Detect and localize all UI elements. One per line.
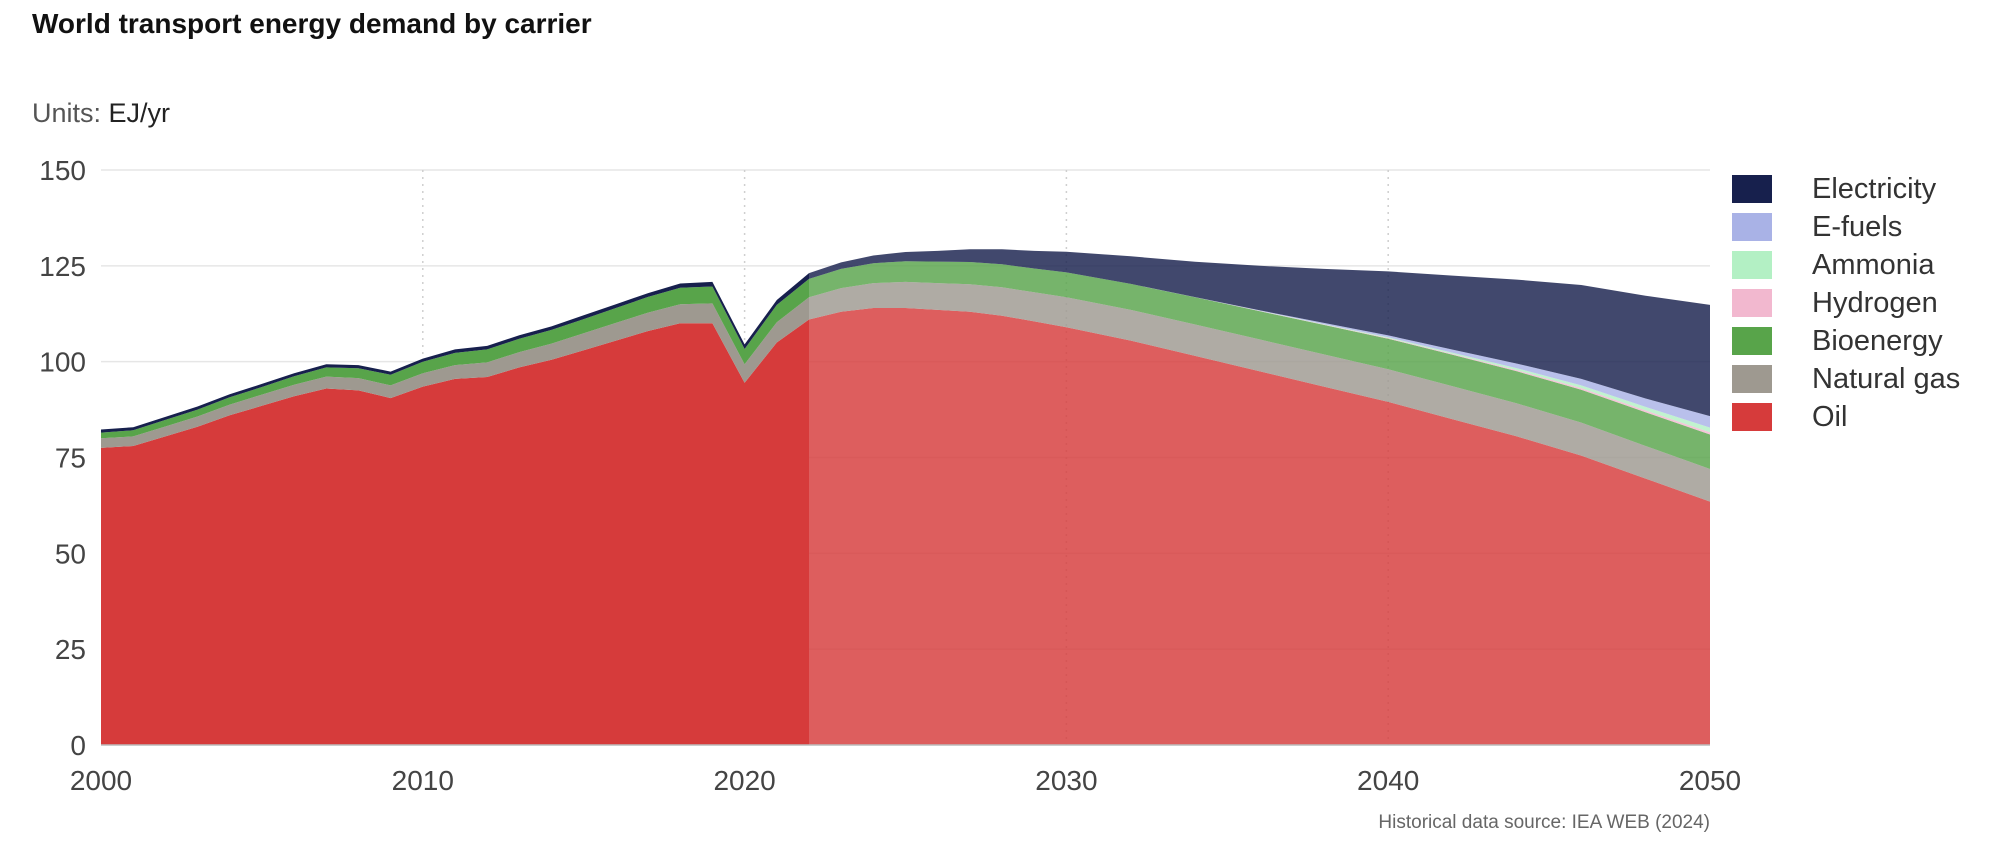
legend-item-natural-gas: Natural gas: [1732, 360, 1960, 398]
y-tick-label: 150: [39, 155, 86, 186]
legend-swatch: [1732, 289, 1772, 317]
legend-swatch: [1732, 327, 1772, 355]
legend-item-bioenergy: Bioenergy: [1732, 322, 1960, 360]
units-prefix: Units:: [32, 98, 102, 128]
area-electricity-historical: [101, 273, 809, 433]
y-tick-label: 25: [55, 634, 86, 665]
legend-label: E-fuels: [1812, 210, 1903, 243]
legend-item-oil: Oil: [1732, 398, 1960, 436]
legend-label: Electricity: [1812, 172, 1937, 205]
x-tick-label: 2030: [1035, 765, 1097, 796]
legend-label: Bioenergy: [1812, 324, 1943, 357]
legend-label: Natural gas: [1812, 362, 1961, 395]
units-label: Units: EJ/yr: [32, 98, 170, 129]
x-tick-label: 2050: [1679, 765, 1741, 796]
chart-title: World transport energy demand by carrier: [32, 8, 592, 39]
x-tick-label: 2000: [70, 765, 132, 796]
area-bioenergy-projection: [809, 261, 1710, 469]
legend-swatch: [1732, 403, 1772, 431]
legend-label: Oil: [1812, 400, 1848, 433]
x-tick-label: 2020: [713, 765, 775, 796]
source-note: Historical data source: IEA WEB (2024): [1378, 812, 1710, 833]
legend-swatch: [1732, 175, 1772, 203]
legend: Electricity E-fuels Ammonia Hydrogen Bioener…: [1732, 170, 1960, 436]
y-tick-label: 100: [39, 347, 86, 378]
legend-item-ammonia: Ammonia: [1732, 246, 1960, 284]
area-oil-historical: [101, 319, 809, 745]
area-layer: [101, 249, 1710, 745]
legend-item-electricity: Electricity: [1732, 170, 1960, 208]
y-tick-label: 125: [39, 251, 86, 282]
y-tick-label: 0: [70, 730, 86, 761]
legend-swatch: [1732, 213, 1772, 241]
area-electricity-projection: [809, 249, 1710, 417]
area-oil-projection: [809, 308, 1710, 745]
x-tick-label: 2040: [1357, 765, 1419, 796]
legend-item-e-fuels: E-fuels: [1732, 208, 1960, 246]
y-tick-label: 50: [55, 538, 86, 569]
area-bioenergy-historical: [101, 278, 809, 439]
x-tick-label: 2010: [392, 765, 454, 796]
legend-label: Hydrogen: [1812, 286, 1938, 319]
y-tick-label: 75: [55, 443, 86, 474]
area-natural-gas-projection: [809, 281, 1710, 502]
legend-label: Ammonia: [1812, 248, 1935, 281]
legend-swatch: [1732, 365, 1772, 393]
area-natural-gas-historical: [101, 297, 809, 448]
units-value: EJ/yr: [108, 98, 171, 128]
legend-swatch: [1732, 251, 1772, 279]
axis-layer: 0 25 50 75 100 125 150 2000 2010 2020 2030 2040 2050: [39, 155, 1741, 796]
legend-item-hydrogen: Hydrogen: [1732, 284, 1960, 322]
